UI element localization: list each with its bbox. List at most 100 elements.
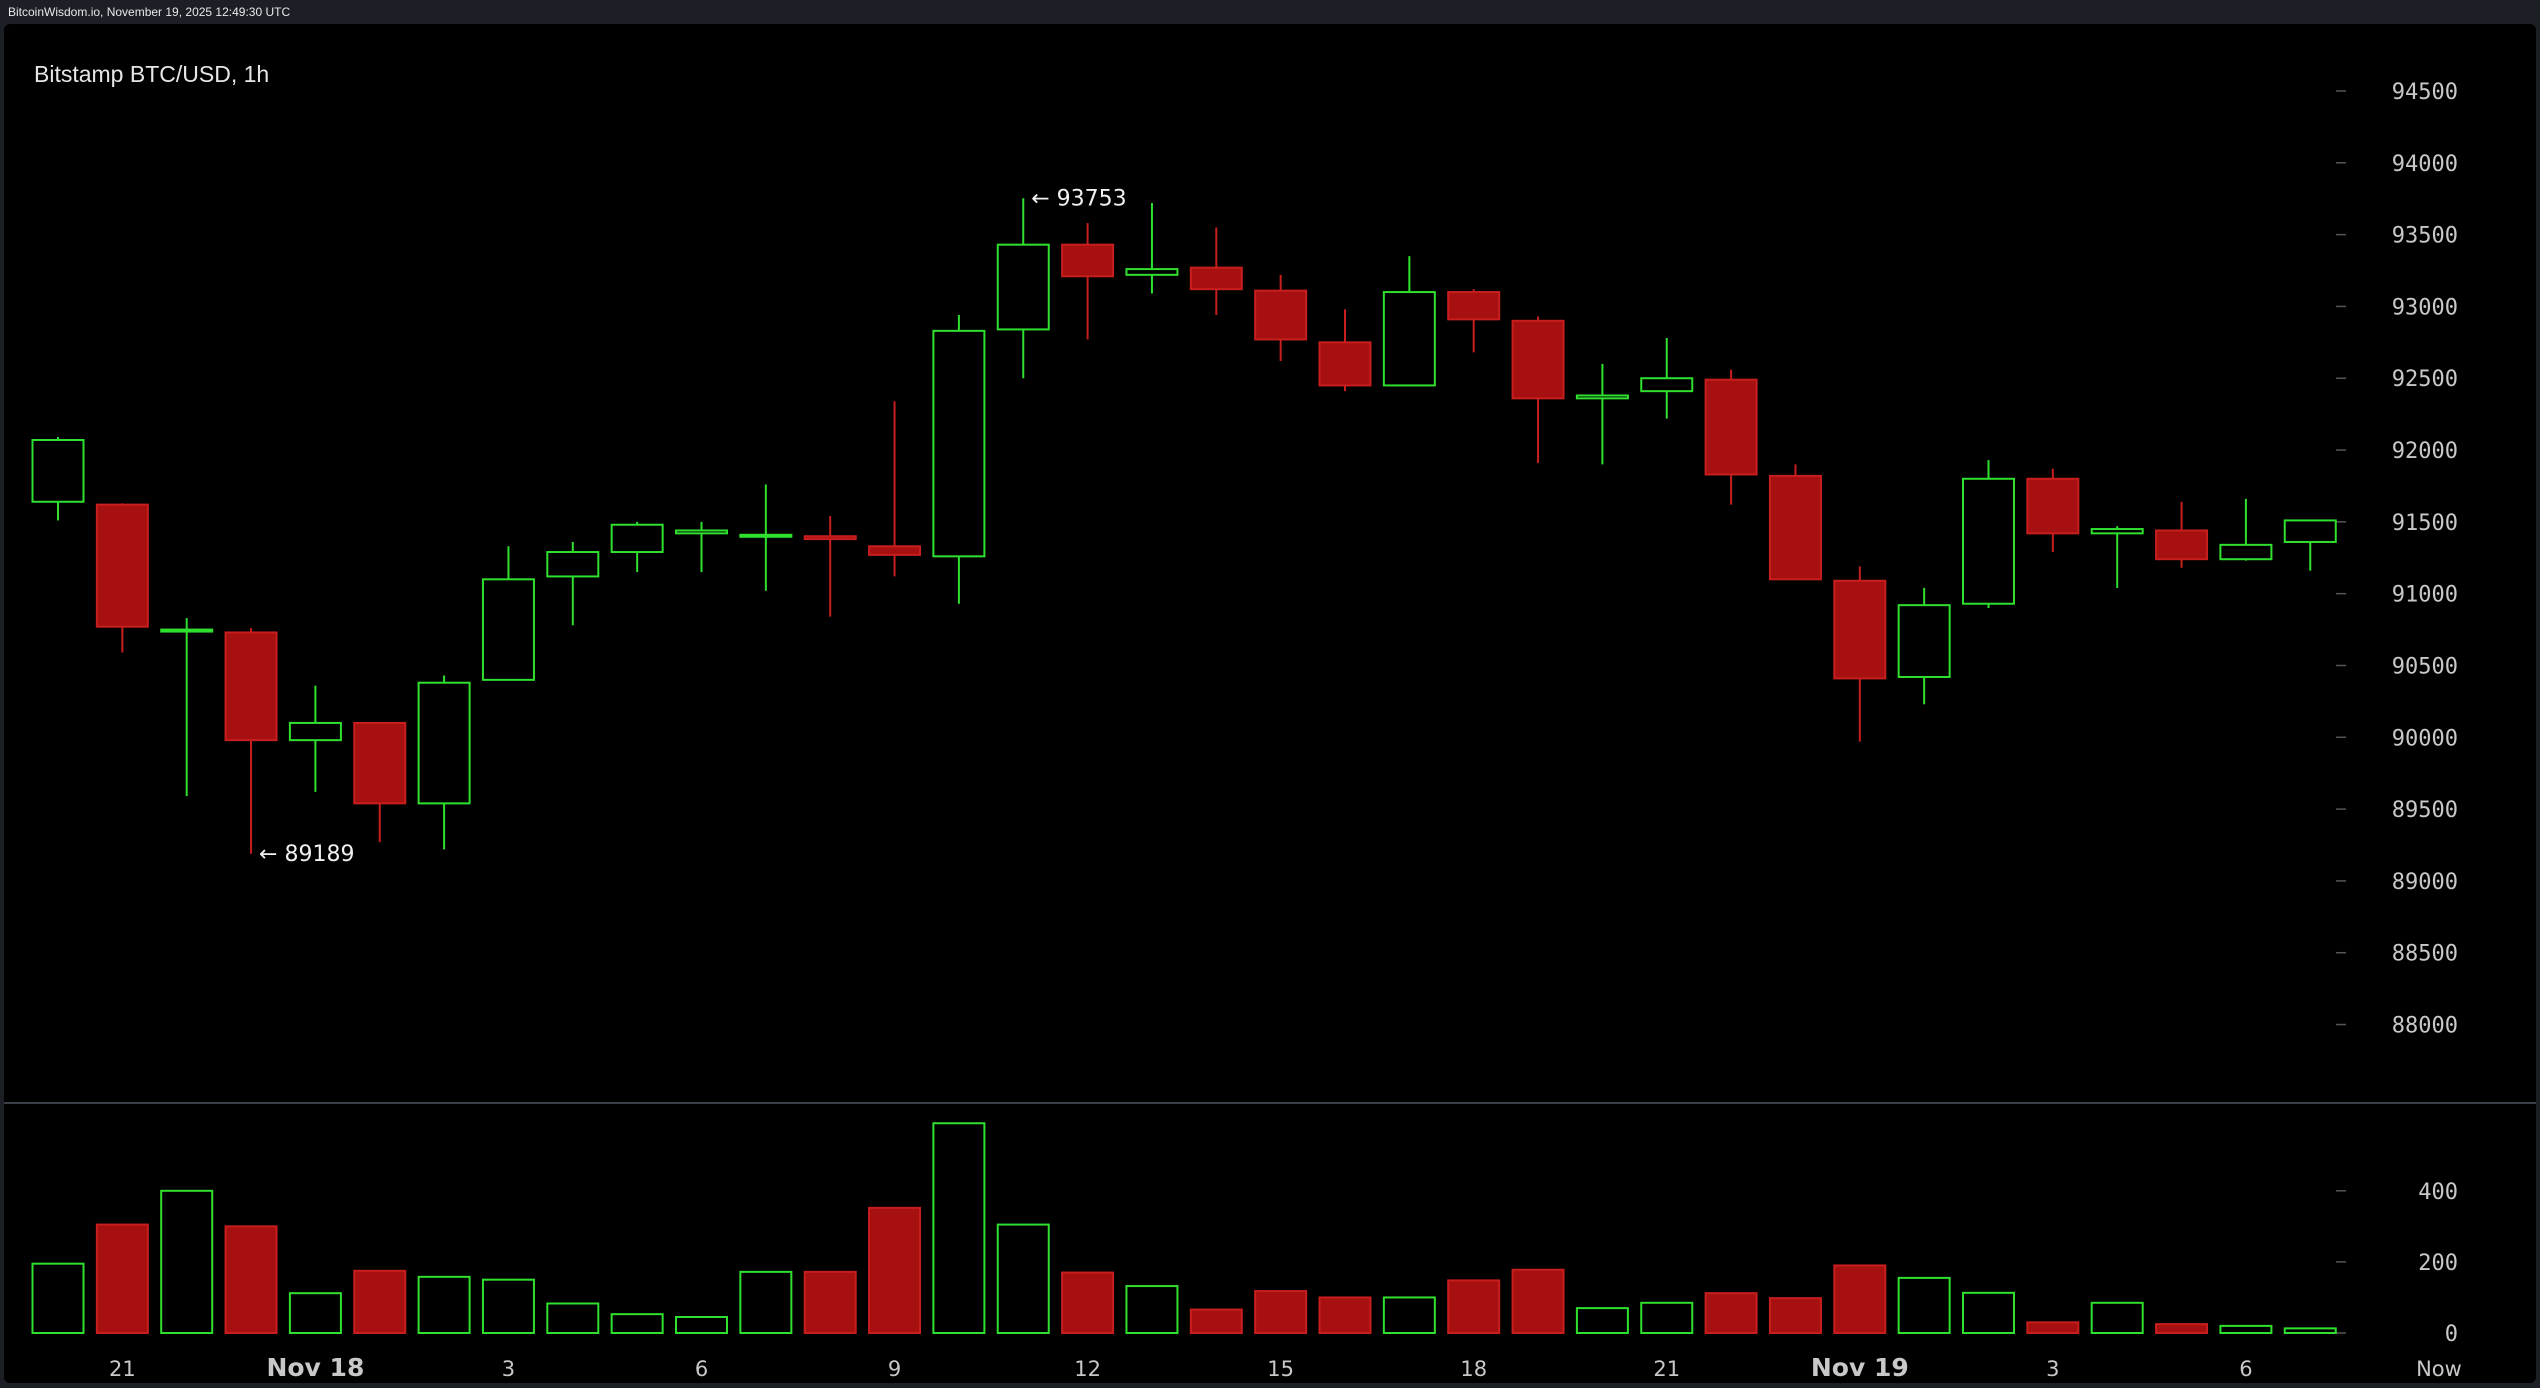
chart-frame[interactable]: 88000 88500 89000 89500 90000 90500 91000 91500… [4, 24, 2536, 1383]
candlestick-chart[interactable]: 88000 88500 89000 89500 90000 90500 91000 91500… [4, 24, 2536, 1383]
price-tick-label: 94000 [2392, 152, 2458, 177]
volume-bar-up [1125, 1285, 1179, 1334]
price-tick-label: 90000 [2392, 726, 2458, 751]
price-tick-label: 88500 [2392, 942, 2458, 967]
candle-body-down [95, 503, 149, 628]
volume-bar-down [1254, 1290, 1308, 1335]
extreme-annotation: ← 93753 [1031, 186, 1126, 211]
price-tick-label: 89000 [2392, 870, 2458, 895]
candle-body-down [1511, 319, 1565, 400]
volume-bar-down [1833, 1264, 1887, 1334]
candle-body-down [2026, 477, 2080, 535]
price-tick-label: 91500 [2392, 511, 2458, 536]
candle-body-up [739, 533, 793, 538]
volume-bar-down [353, 1269, 407, 1334]
volume-bar-up [739, 1270, 793, 1335]
volume-bar-up [417, 1275, 471, 1335]
volume-bar-down [1061, 1271, 1115, 1334]
candle-body-down [1704, 378, 1758, 476]
x-axis-label: Now [2416, 1357, 2462, 1381]
extreme-annotation: ← 89189 [259, 842, 354, 867]
volume-bar-up [996, 1223, 1050, 1335]
volume-bar-down [95, 1223, 149, 1335]
volume-bar-up [31, 1262, 85, 1334]
candle-body-down [224, 631, 278, 742]
candle-body-down [803, 535, 857, 541]
price-tick-label: 89500 [2392, 798, 2458, 823]
candle-body-up [1575, 394, 1629, 400]
x-axis-label: 21 [109, 1357, 136, 1381]
candle-body-down [1833, 579, 1887, 680]
candle-body-down [1447, 291, 1501, 321]
candle-body-up [1640, 377, 1694, 393]
chart-title: Bitstamp BTC/USD, 1h [34, 61, 270, 87]
volume-bar-up [546, 1302, 600, 1335]
candle-body-down [1189, 266, 1243, 291]
candle-body-up [675, 529, 728, 535]
candle-body-up [2090, 528, 2144, 535]
price-tick-label: 94500 [2392, 80, 2458, 105]
price-tick-label: 92500 [2392, 367, 2458, 392]
x-axis-label: 3 [502, 1357, 515, 1381]
x-axis-label: 6 [2239, 1357, 2252, 1381]
volume-bar-up [160, 1189, 214, 1335]
x-axis-label: Nov 19 [1811, 1353, 1909, 1382]
candle-body-down [868, 545, 922, 556]
volume-bar-up [675, 1316, 728, 1334]
candle-body-down [353, 721, 407, 805]
candle-body-down [1318, 341, 1372, 387]
price-tick-label: 90500 [2392, 654, 2458, 679]
volume-tick-label: 200 [2418, 1251, 2458, 1276]
volume-bar-up [932, 1122, 986, 1334]
x-axis-label: 21 [1653, 1357, 1680, 1381]
volume-bar-down [2155, 1323, 2209, 1335]
x-axis-label: Nov 18 [266, 1353, 364, 1382]
volume-bar-up [1640, 1301, 1694, 1334]
volume-bar-up [2219, 1324, 2273, 1335]
volume-bar-down [868, 1206, 922, 1335]
volume-tick-label: 400 [2418, 1180, 2458, 1205]
volume-bar-down [803, 1270, 857, 1335]
x-axis-label: 9 [888, 1357, 901, 1381]
candle-body-up [932, 329, 986, 558]
timestamp-text: BitcoinWisdom.io, November 19, 2025 12:4… [8, 5, 291, 19]
volume-tick-label: 0 [2445, 1322, 2458, 1347]
x-axis-label: 3 [2046, 1357, 2059, 1381]
candle-body-down [1061, 243, 1115, 278]
volume-bar-down [1768, 1297, 1822, 1335]
volume-bar-down [1318, 1296, 1372, 1334]
candle-body-up [288, 721, 342, 742]
volume-bar-up [1962, 1291, 2015, 1334]
candle-body-up [546, 551, 600, 578]
candle-body-up [1897, 604, 1951, 678]
volume-bar-up [2283, 1327, 2337, 1335]
volume-bar-down [1704, 1292, 1758, 1334]
volume-bar-up [1575, 1307, 1629, 1334]
volume-bar-up [481, 1278, 535, 1335]
candle-body-up [1962, 477, 2015, 605]
x-axis-label: 12 [1074, 1357, 1101, 1381]
volume-bar-up [610, 1313, 664, 1334]
candle-body-up [2219, 543, 2273, 561]
timestamp-bar: BitcoinWisdom.io, November 19, 2025 12:4… [0, 0, 2540, 24]
candle-body-down [1254, 289, 1308, 341]
volume-bar-down [1511, 1268, 1565, 1334]
volume-bar-up [288, 1292, 342, 1334]
candle-body-up [481, 578, 535, 681]
candle-body-up [31, 438, 85, 503]
candle-body-up [996, 243, 1050, 331]
price-tick-label: 93000 [2392, 295, 2458, 320]
volume-bar-up [1897, 1276, 1951, 1334]
candle-body-up [2283, 519, 2337, 543]
volume-bar-up [2090, 1301, 2144, 1334]
candle-body-up [1125, 268, 1179, 276]
candle-body-up [610, 523, 664, 554]
volume-bar-down [1447, 1279, 1501, 1334]
volume-bar-down [224, 1225, 278, 1334]
price-tick-label: 92000 [2392, 439, 2458, 464]
volume-bar-up [1382, 1296, 1436, 1334]
volume-bar-down [2026, 1321, 2080, 1334]
volume-bar-down [1189, 1308, 1243, 1334]
candle-body-down [1768, 474, 1822, 581]
price-tick-label: 93500 [2392, 224, 2458, 249]
